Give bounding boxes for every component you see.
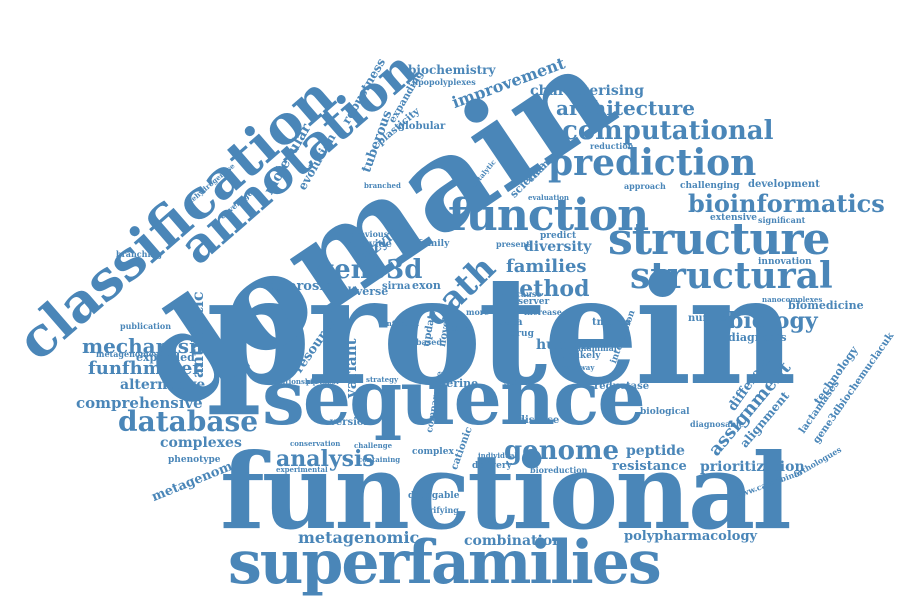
word-tmprss: tmprss bbox=[592, 317, 631, 328]
word-human: human bbox=[536, 337, 591, 353]
word-site: site bbox=[452, 323, 473, 334]
word-data: data bbox=[498, 317, 523, 328]
word-innovation: innovation bbox=[758, 257, 812, 267]
word-biochemistry: biochemistry bbox=[408, 63, 496, 77]
word-alternative: alternative bbox=[120, 377, 206, 393]
word-druggable: druggable bbox=[408, 491, 460, 501]
word-analysis: analysis bbox=[276, 446, 375, 472]
word-metagenomic: metagenomic bbox=[298, 528, 420, 547]
word-individual: individual bbox=[478, 451, 518, 460]
word-structure: structure bbox=[608, 214, 831, 265]
word-branched: branched bbox=[364, 181, 401, 190]
word-nanocomplexes: nanocomplexes bbox=[762, 295, 823, 304]
word-evaluation: evaluation bbox=[528, 193, 569, 202]
word-increase: increase bbox=[524, 307, 562, 317]
word-challenging: challenging bbox=[680, 181, 740, 191]
word-infection: infection bbox=[384, 319, 420, 328]
word-sequence: sequence bbox=[262, 353, 646, 442]
word-present: present bbox=[496, 239, 531, 249]
word-bioreduction: bioreduction bbox=[530, 465, 588, 475]
word-containing: containing bbox=[358, 455, 401, 464]
word-sclerosis: sclerosis bbox=[268, 279, 332, 294]
word-computational: computational bbox=[562, 116, 774, 146]
word-exon: exon bbox=[412, 279, 441, 292]
word-unlikely: unlikely bbox=[560, 351, 601, 361]
word-protein: protein bbox=[206, 243, 797, 419]
word-branching: branching bbox=[116, 249, 162, 259]
word-biological: biological bbox=[640, 407, 690, 417]
word-superfamilies: superfamilies bbox=[228, 528, 662, 598]
word-sirna: sirna bbox=[382, 281, 411, 292]
word-globular: globular bbox=[398, 121, 446, 132]
word-database: database bbox=[118, 405, 259, 438]
word-more: more bbox=[466, 307, 490, 317]
word-delivery: delivery bbox=[472, 461, 512, 471]
word-conservation: conservation bbox=[290, 439, 341, 448]
word-reductase: reductase bbox=[594, 381, 650, 392]
word-approach: approach bbox=[624, 181, 666, 191]
word-experimental: experimental bbox=[276, 465, 328, 474]
word-based: based bbox=[416, 337, 442, 347]
word-biology: biology bbox=[728, 308, 818, 334]
word-diverse: diverse bbox=[344, 285, 389, 298]
word-diversity: diversity bbox=[524, 239, 592, 255]
word-prioritization: prioritization bbox=[700, 459, 805, 475]
word-combination: combination bbox=[464, 533, 563, 549]
word-development: development bbox=[748, 179, 820, 190]
word-serine: serine bbox=[440, 377, 479, 390]
word-provide: provide bbox=[350, 239, 392, 250]
word-complexes: complexes bbox=[160, 435, 242, 451]
word-cause: cause bbox=[516, 289, 542, 299]
word-variant: variant bbox=[342, 338, 360, 398]
word-function: function bbox=[448, 190, 649, 241]
word-peptide: peptide bbox=[626, 443, 685, 459]
word-funfhmmer: funfhmmer bbox=[88, 358, 202, 379]
word-predict: predict bbox=[540, 231, 577, 241]
word-disease: disease bbox=[518, 415, 560, 426]
word-challenge: challenge bbox=[354, 441, 393, 450]
word-strategy: strategy bbox=[366, 375, 399, 384]
word-number: number bbox=[688, 313, 732, 324]
word-characterising: characterising bbox=[530, 83, 644, 99]
word-spike: spike bbox=[504, 377, 534, 388]
word-version: version bbox=[330, 417, 371, 428]
word-significant: significant bbox=[758, 215, 806, 225]
word-lipopolyplexes: lipopolyplexes bbox=[412, 77, 476, 87]
word-resistance: resistance bbox=[612, 459, 687, 474]
word-functional: functional bbox=[220, 430, 792, 553]
word-gene3d: gene3d bbox=[316, 255, 423, 285]
word-method: method bbox=[496, 276, 590, 302]
word-structural: structural bbox=[630, 255, 833, 297]
word-phenotype: phenotype bbox=[168, 455, 221, 465]
word-protocol: protocol bbox=[306, 377, 339, 386]
word-genome: genome bbox=[504, 436, 620, 466]
word-pathway: pathway bbox=[562, 363, 595, 372]
word-reduction: reduction bbox=[590, 141, 634, 151]
word-drug: drug bbox=[510, 329, 534, 339]
word-extensive: extensive bbox=[710, 213, 757, 223]
word-families: families bbox=[506, 256, 587, 277]
word-server: server bbox=[518, 297, 550, 307]
word-mammal: mammal bbox=[578, 343, 617, 353]
word-complex: complex bbox=[412, 447, 454, 457]
word-mechanism: mechanism bbox=[82, 334, 211, 358]
word-previous: previous bbox=[350, 229, 389, 239]
word-relationship: relationship bbox=[270, 377, 318, 386]
word-architecture: architecture bbox=[556, 96, 695, 120]
word-biomedicine: biomedicine bbox=[788, 299, 864, 312]
word-comprehensive: comprehensive bbox=[76, 394, 203, 412]
word-expanded: expanded bbox=[136, 351, 195, 364]
word-diagnosable: diagnosable bbox=[690, 419, 744, 429]
word-antibiotic: antibiotic bbox=[188, 291, 207, 378]
word-family: family bbox=[418, 239, 450, 249]
word-bioinformatics: bioinformatics bbox=[688, 189, 885, 218]
word-polypharmacology: polypharmacology bbox=[624, 529, 758, 544]
word-publication: publication bbox=[120, 321, 172, 331]
word-metagenomes: metagenomes bbox=[96, 349, 159, 359]
word-prediction: prediction bbox=[548, 142, 757, 184]
word-clarifying: clarifying bbox=[416, 505, 459, 515]
word-diagnosis: diagnosis bbox=[728, 331, 787, 344]
